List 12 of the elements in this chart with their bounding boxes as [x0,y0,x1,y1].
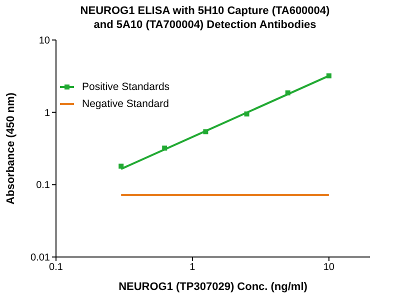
legend-label: Negative Standard [82,98,169,110]
x-tick-label: 10 [323,262,335,274]
chart-title: NEUROG1 ELISA with 5H10 Capture (TA600004) and 5A10 (TA700004) Detection Antibodies [80,5,330,31]
y-axis-title: Absorbance (450 nm) [4,92,17,204]
legend-label: Positive Standards [82,80,170,92]
y-tick-label: 0.01 [30,252,50,264]
x-axis-title: NEUROG1 (TP307029) Conc. (ng/ml) [118,281,308,293]
x-tick-label: 1 [190,262,196,274]
y-tick-label: 1 [44,108,50,119]
x-tick-label: 0.1 [49,262,64,274]
y-tick-label: 0.1 [36,180,50,192]
y-tick-label: 10 [38,36,50,47]
